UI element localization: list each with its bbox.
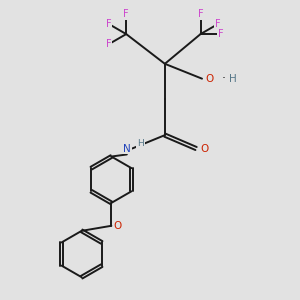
Text: F: F	[198, 9, 203, 19]
Text: O: O	[114, 221, 122, 231]
Text: F: F	[123, 9, 129, 19]
Text: F: F	[106, 39, 112, 49]
Text: F: F	[215, 19, 221, 29]
Text: O: O	[200, 143, 208, 154]
Text: N: N	[123, 143, 131, 154]
Text: H: H	[137, 139, 144, 148]
Text: H: H	[229, 74, 237, 84]
Text: ·: ·	[221, 72, 225, 85]
Text: F: F	[106, 19, 112, 29]
Text: O: O	[205, 74, 214, 84]
Text: F: F	[218, 29, 224, 39]
